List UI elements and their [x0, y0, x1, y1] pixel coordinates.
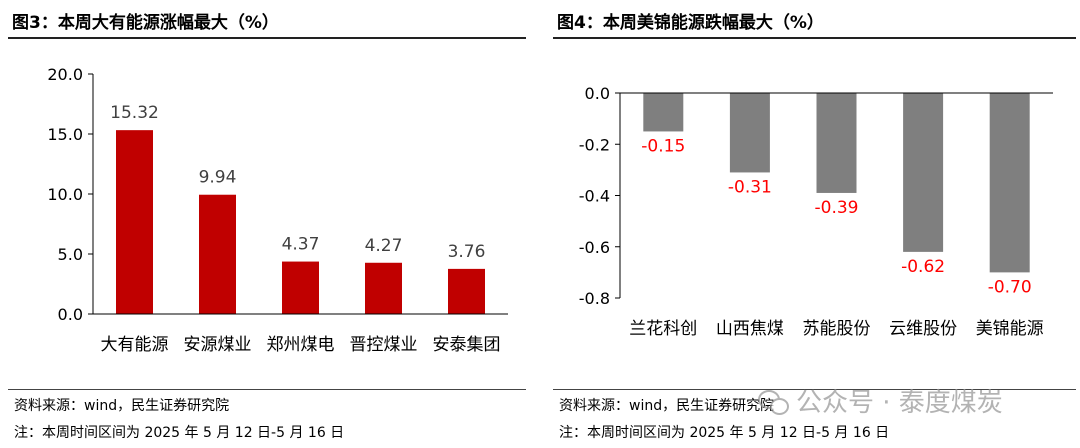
data-label: 15.32 — [110, 103, 159, 123]
data-label: -0.70 — [988, 277, 1032, 297]
data-label: -0.15 — [641, 136, 685, 156]
data-label: 4.27 — [365, 236, 403, 256]
data-label: 3.76 — [448, 242, 486, 262]
category-label: 郑州煤电 — [267, 335, 335, 355]
category-label: 云维股份 — [889, 319, 957, 339]
bar — [816, 93, 857, 193]
y-tick-label: 0.0 — [585, 84, 610, 103]
y-tick-label: 15.0 — [47, 125, 83, 144]
y-tick-label: 10.0 — [47, 185, 83, 204]
title-divider — [8, 37, 526, 39]
watermark: 公众号 · 泰度煤炭 — [758, 382, 1003, 419]
bar — [365, 262, 402, 314]
bar — [989, 93, 1030, 273]
category-label: 安源煤业 — [184, 335, 252, 355]
data-label: 4.37 — [282, 235, 320, 255]
source-note: 资料来源：wind，民生证券研究院 — [559, 398, 775, 414]
category-label: 美锦能源 — [976, 319, 1044, 339]
chart-title: 图4：本周美锦能源跌幅最大（%） — [557, 13, 824, 33]
right-chart-panel: 图4：本周美锦能源跌幅最大（%） 0.0 -0.2 -0.4 -0.6 -0.8 -0.1… — [545, 0, 1080, 448]
wechat-icon — [758, 388, 789, 415]
bar — [282, 261, 319, 314]
category-label: 苏能股份 — [803, 319, 871, 339]
title-divider — [553, 37, 1076, 39]
bar — [199, 194, 236, 314]
y-tick-label: 0.0 — [58, 305, 83, 324]
bar — [116, 130, 153, 314]
bar — [903, 93, 944, 252]
y-tick-label: -0.4 — [579, 187, 610, 206]
data-label: -0.31 — [728, 177, 772, 197]
gainers-bar-chart: 0.0 5.0 10.0 15.0 20.0 15.32 大有能源 9.94 安源煤业 4.37 郑… — [47, 65, 508, 355]
footer-divider — [553, 389, 1076, 390]
bar — [448, 268, 485, 314]
y-tick-label: 20.0 — [47, 65, 83, 84]
y-tick-label: 5.0 — [58, 245, 83, 264]
bar — [643, 93, 684, 132]
category-label: 晋控煤业 — [350, 335, 418, 355]
data-label: -0.39 — [815, 198, 859, 218]
footer-divider — [8, 389, 526, 390]
category-label: 安泰集团 — [433, 335, 501, 355]
watermark-text: 公众号 · 泰度煤炭 — [796, 388, 1003, 418]
left-chart-panel: 图3：本周大有能源涨幅最大（%） 0.0 5.0 10.0 15.0 20.0 15.32… — [0, 0, 530, 448]
losers-bar-chart: 0.0 -0.2 -0.4 -0.6 -0.8 -0.15 兰花科创 -0.31 山西焦煤 -0.… — [579, 84, 1053, 339]
bar — [729, 93, 770, 173]
data-label: 9.94 — [199, 168, 237, 188]
category-label: 大有能源 — [101, 335, 169, 355]
period-note: 注：本周时间区间为 2025 年 5 月 12 日-5 月 16 日 — [559, 425, 890, 441]
category-label: 兰花科创 — [629, 319, 697, 339]
source-note: 资料来源：wind，民生证券研究院 — [14, 398, 230, 414]
period-note: 注：本周时间区间为 2025 年 5 月 12 日-5 月 16 日 — [14, 425, 345, 441]
y-tick-label: -0.2 — [579, 135, 610, 154]
category-label: 山西焦煤 — [716, 319, 784, 339]
y-tick-label: -0.8 — [579, 289, 610, 308]
y-tick-label: -0.6 — [579, 238, 610, 257]
data-label: -0.62 — [901, 257, 945, 277]
chart-title: 图3：本周大有能源涨幅最大（%） — [12, 13, 279, 33]
